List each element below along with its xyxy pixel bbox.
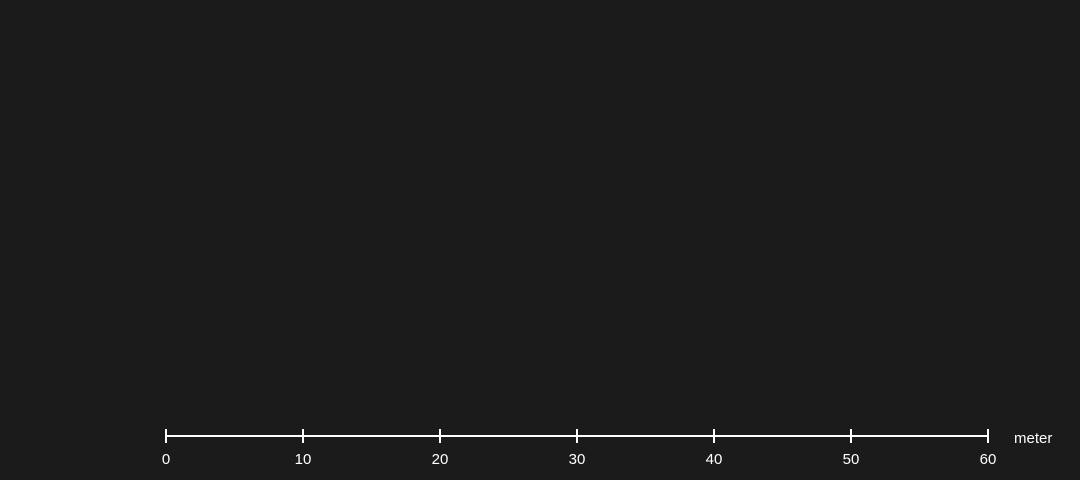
scale-bar-ticks — [165, 429, 989, 443]
scale-bar-unit-label: meter — [1014, 430, 1052, 447]
scale-bar-tick-label: 30 — [569, 451, 586, 468]
scale-bar-tick-label: 60 — [980, 451, 997, 468]
scale-bar-tick-label: 0 — [162, 451, 170, 468]
scale-bar-tick-label: 50 — [843, 451, 860, 468]
scale-bar-tick-labels: 0 10 20 30 40 50 60 — [162, 451, 997, 468]
scale-bar-tick-label: 10 — [295, 451, 312, 468]
scale-bar-tick-label: 20 — [432, 451, 449, 468]
scale-bar-tick-label: 40 — [706, 451, 723, 468]
